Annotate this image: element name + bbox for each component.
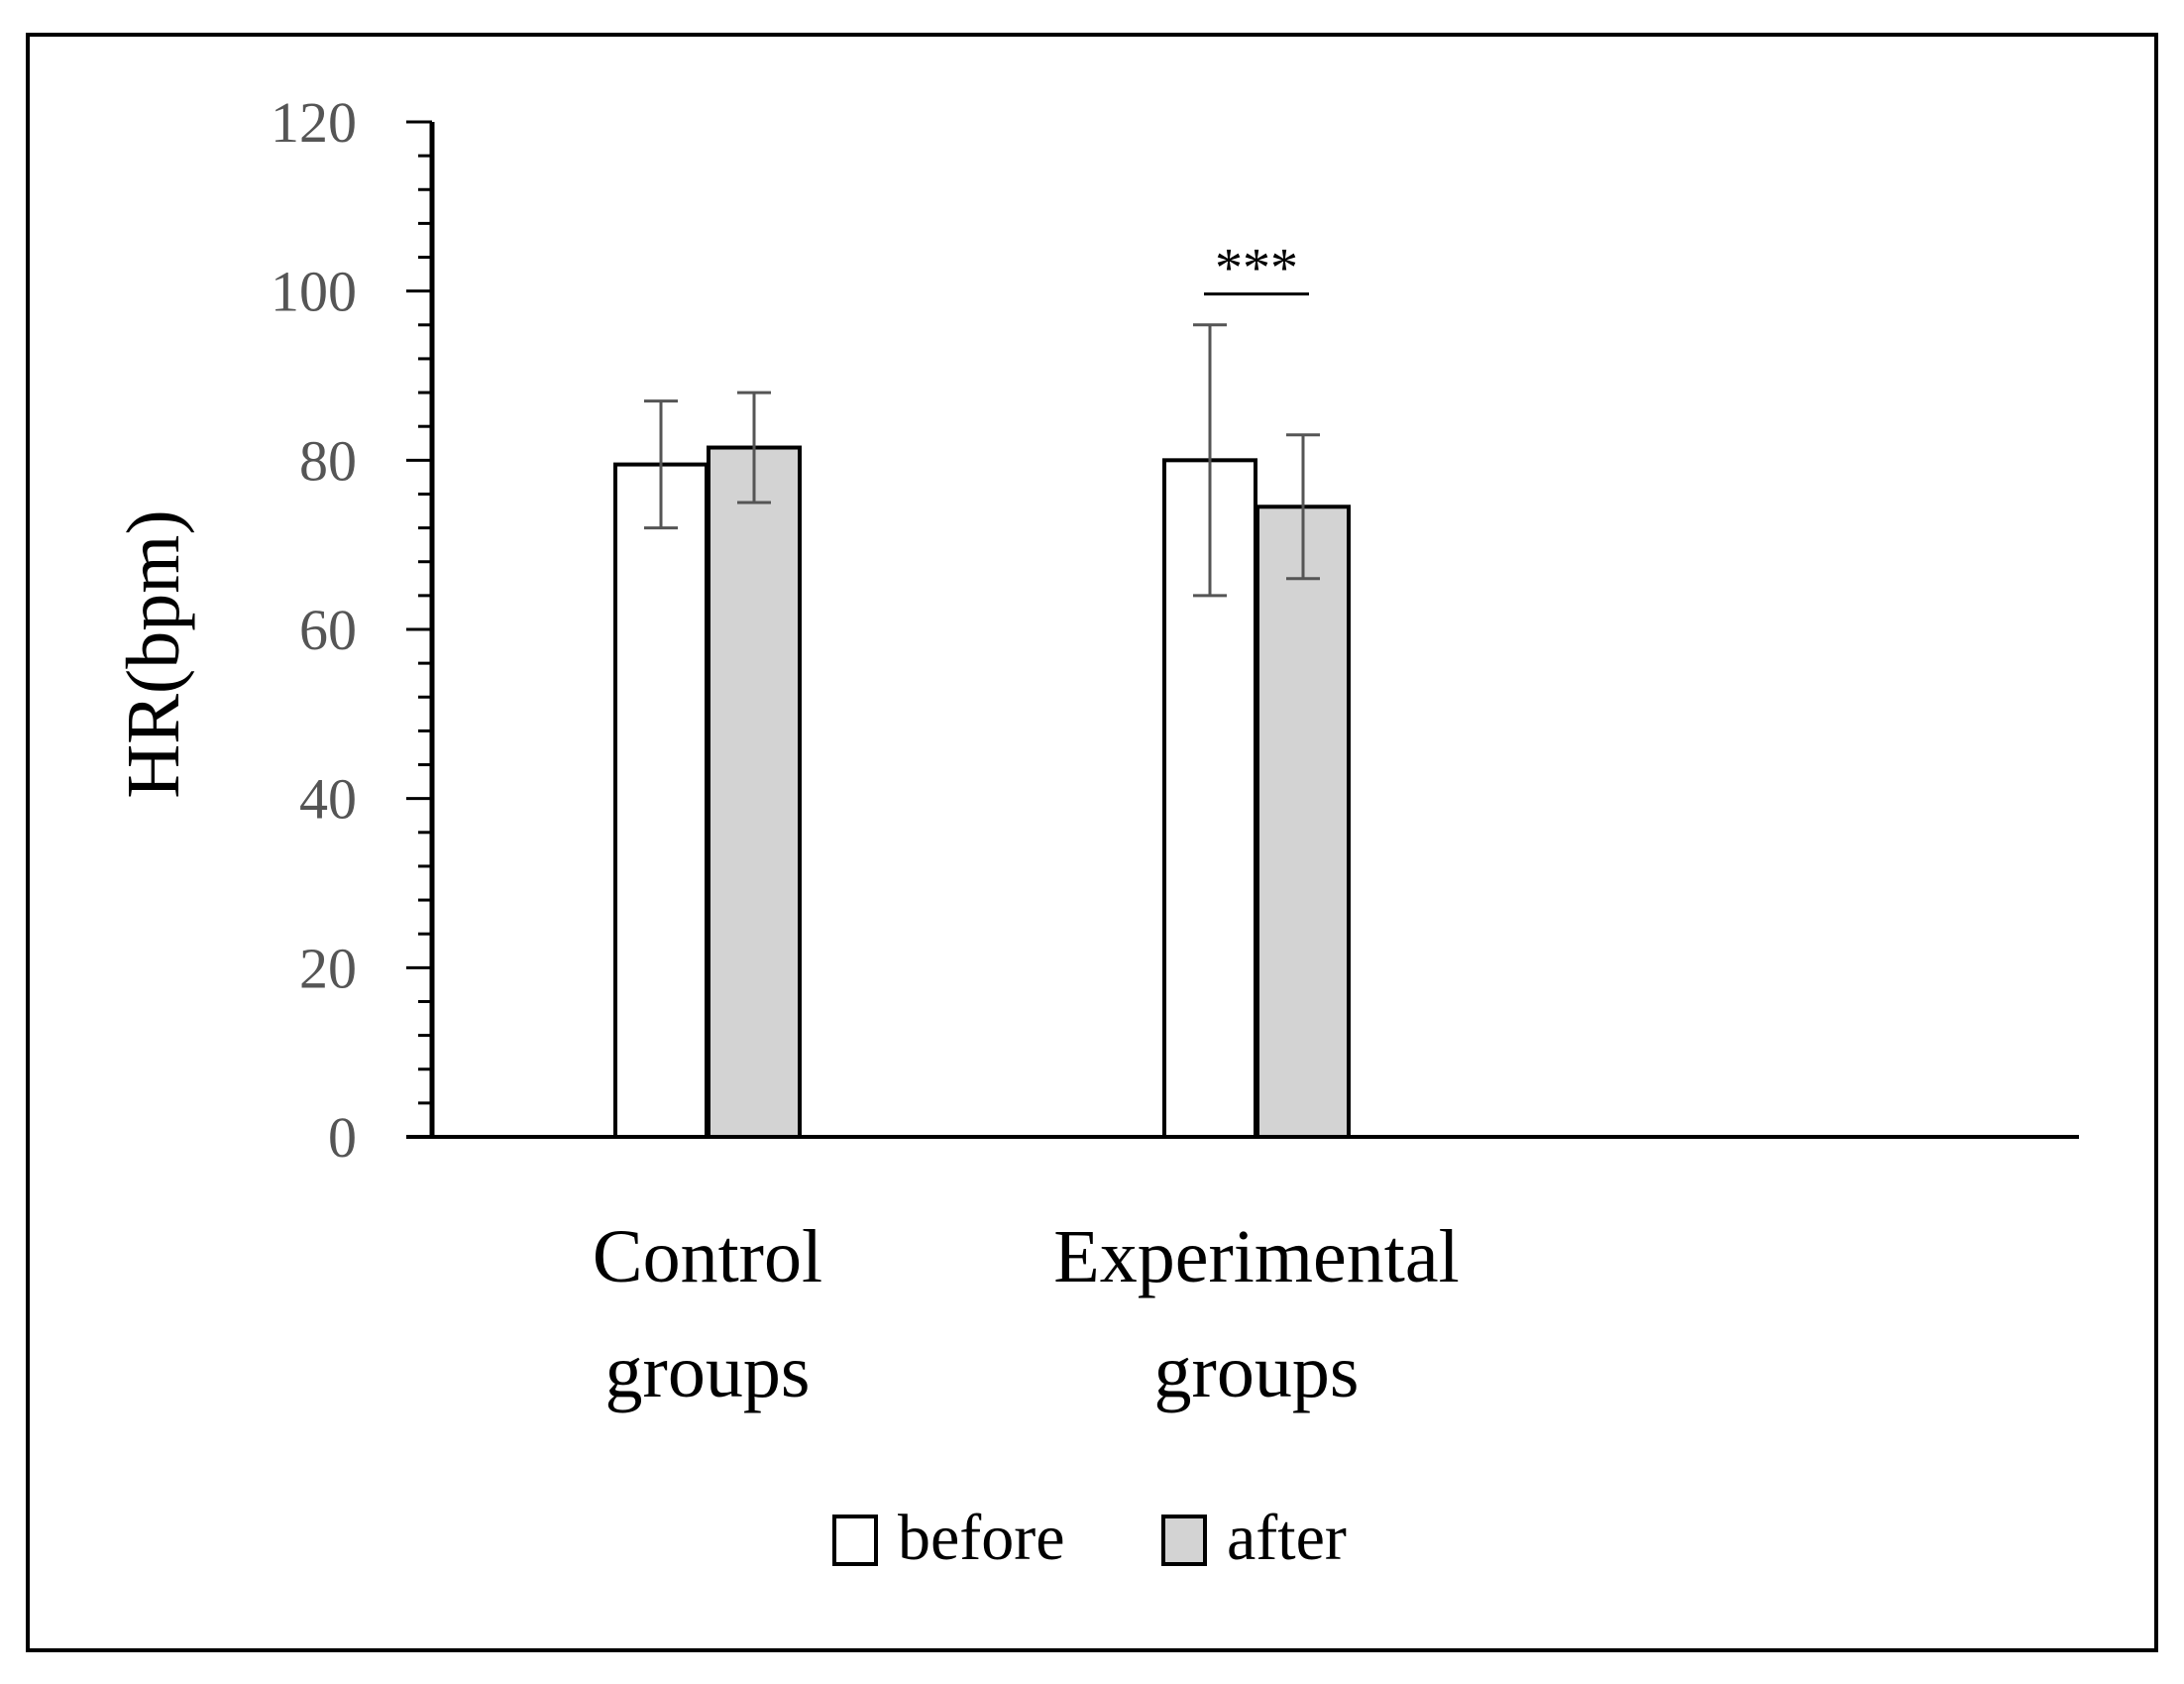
y-tick-label: 40 bbox=[299, 767, 357, 832]
category-labels: Control groups Experimental groups bbox=[593, 1215, 1460, 1413]
category-label-experimental-line1: Experimental bbox=[1053, 1215, 1459, 1298]
y-tick-label: 100 bbox=[271, 260, 357, 324]
y-tick-label: 80 bbox=[299, 428, 357, 493]
legend-label-before: before bbox=[898, 1502, 1065, 1574]
category-label-control-line1: Control bbox=[593, 1215, 822, 1298]
bar-after-0 bbox=[707, 445, 802, 1139]
y-axis-title: HR(bpm) bbox=[112, 509, 195, 798]
bar-after-1 bbox=[1256, 505, 1351, 1139]
y-tick-label: 0 bbox=[328, 1105, 357, 1170]
y-tick-label: 20 bbox=[299, 936, 357, 1000]
bar-before-0 bbox=[613, 462, 709, 1140]
error-bars bbox=[644, 323, 1320, 598]
y-tick-label: 60 bbox=[299, 598, 357, 662]
legend: before after bbox=[832, 1502, 1347, 1574]
y-tick-label: 120 bbox=[271, 90, 357, 155]
category-label-experimental-line2: groups bbox=[1154, 1330, 1360, 1413]
legend-label-after: after bbox=[1227, 1502, 1347, 1574]
significance-stars: *** bbox=[1215, 238, 1298, 299]
bars bbox=[613, 445, 1351, 1140]
significance-annotation: *** bbox=[1204, 238, 1309, 299]
chart-frame bbox=[26, 33, 2158, 1652]
legend-swatch-before bbox=[832, 1515, 878, 1566]
y-axis-ticks: 0 20 40 60 80 100 120 bbox=[271, 90, 432, 1170]
category-label-control-line2: groups bbox=[605, 1330, 811, 1413]
legend-swatch-after bbox=[1161, 1515, 1207, 1566]
